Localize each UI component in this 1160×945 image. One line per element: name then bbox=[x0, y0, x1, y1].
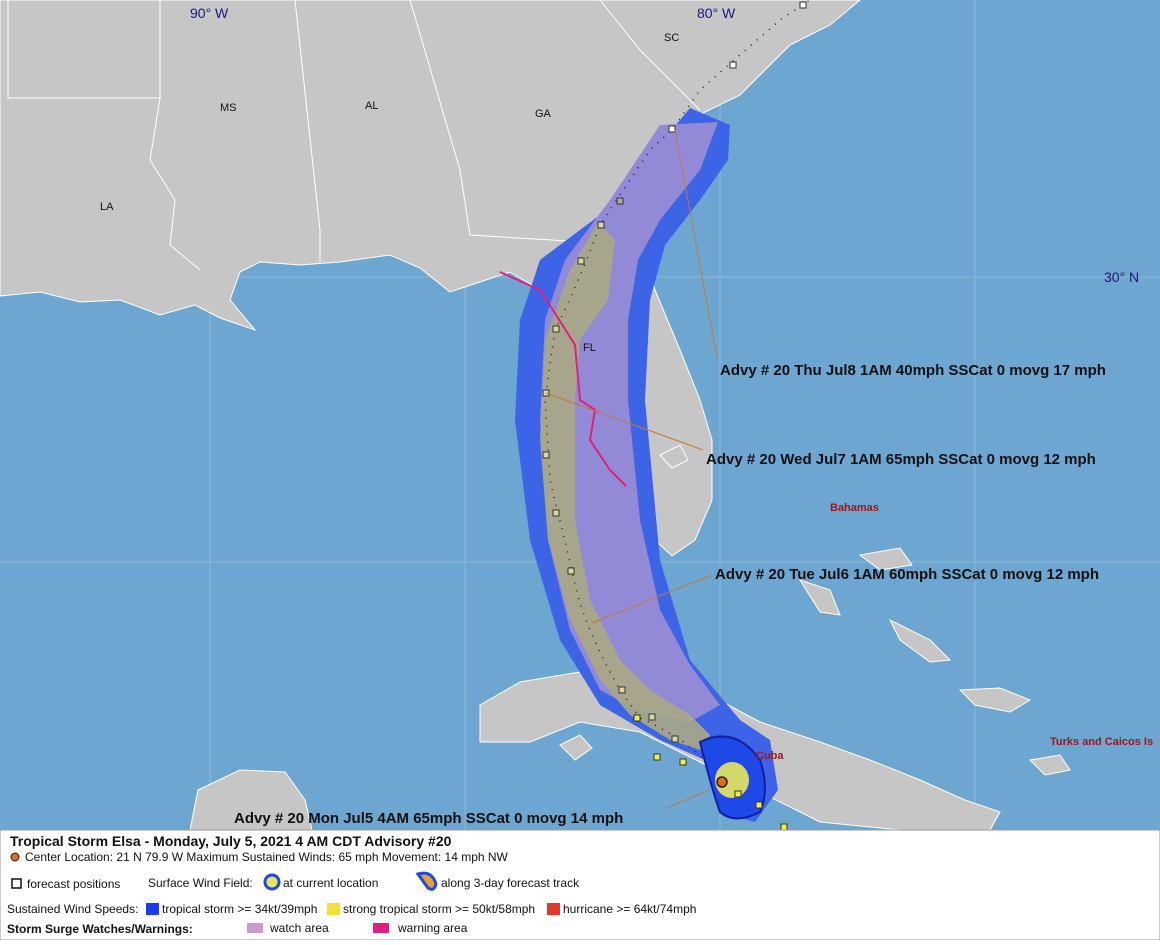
legend-swatch bbox=[146, 903, 159, 915]
current-location bbox=[716, 776, 728, 788]
center-info: Center Location: 21 N 79.9 W Maximum Sus… bbox=[25, 850, 509, 864]
track-swath bbox=[540, 222, 710, 750]
grid-label: 30° N bbox=[1104, 269, 1139, 285]
advisory-label: Advy # 20 Thu Jul8 1AM 40mph SSCat 0 mov… bbox=[720, 362, 1106, 379]
grid-label: 80° W bbox=[697, 5, 736, 21]
place-label: Turks and Caicos Is bbox=[1050, 736, 1153, 748]
advisory-label: Advy # 20 Tue Jul6 1AM 60mph SSCat 0 mov… bbox=[715, 566, 1099, 583]
legend-text: at current location bbox=[283, 876, 378, 890]
legend-text: strong tropical storm >= 50kt/58mph bbox=[343, 902, 535, 916]
state-label: AL bbox=[365, 100, 378, 112]
legend-swatch bbox=[327, 903, 340, 915]
legend-text: hurricane >= 64kt/74mph bbox=[563, 902, 696, 916]
advisory-label: Advy # 20 Mon Jul5 4AM 65mph SSCat 0 mov… bbox=[234, 810, 623, 827]
place-label: Bahamas bbox=[830, 502, 879, 514]
state-label: GA bbox=[535, 108, 552, 120]
grid-label: 90° W bbox=[190, 5, 229, 21]
legend bbox=[0, 829, 1160, 941]
legend-text: along 3-day forecast track bbox=[441, 876, 580, 890]
wind-track-points bbox=[633, 714, 788, 831]
legend-text: Surface Wind Field: bbox=[148, 876, 253, 890]
state-label: LA bbox=[100, 201, 114, 213]
legend-text: forecast positions bbox=[27, 877, 120, 891]
legend-icon bbox=[415, 871, 438, 891]
legend-icon bbox=[263, 873, 281, 891]
strong-wind-field bbox=[715, 762, 749, 798]
legend-text: warning area bbox=[397, 921, 468, 935]
legend-swatch bbox=[547, 903, 560, 915]
state-label: SC bbox=[664, 32, 679, 44]
legend-title: Tropical Storm Elsa - Monday, July 5, 20… bbox=[10, 833, 452, 849]
legend-text: watch area bbox=[269, 921, 329, 935]
callout-lines bbox=[545, 129, 718, 809]
forecast-points bbox=[542, 1, 807, 743]
legend-text: Storm Surge Watches/Warnings: bbox=[7, 922, 193, 936]
track bbox=[544, 0, 811, 783]
legend-text: tropical storm >= 34kt/39mph bbox=[162, 902, 317, 916]
legend-swatch bbox=[373, 923, 389, 933]
place-label: Cuba bbox=[756, 750, 784, 762]
state-label: MS bbox=[220, 102, 237, 114]
legend-icon bbox=[11, 878, 22, 889]
state-label: FL bbox=[583, 342, 596, 354]
legend-swatch bbox=[247, 923, 263, 933]
advisory-label: Advy # 20 Wed Jul7 1AM 65mph SSCat 0 mov… bbox=[706, 451, 1096, 468]
legend-text: Sustained Wind Speeds: bbox=[7, 902, 138, 916]
warning-coast bbox=[499, 271, 627, 487]
legend-icon bbox=[10, 852, 20, 862]
